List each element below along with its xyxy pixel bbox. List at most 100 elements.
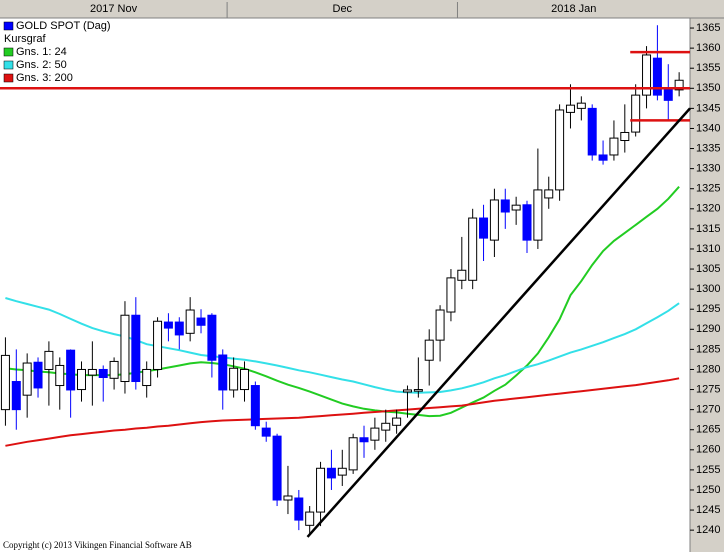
candle-body <box>424 339 434 361</box>
y-tick-label: 1290 <box>696 323 720 335</box>
candle-body <box>250 385 260 427</box>
y-tick-label: 1315 <box>696 223 720 235</box>
y-tick-label: 1340 <box>696 122 720 134</box>
candle-body <box>533 189 543 241</box>
legend-label: Gns. 2: 50 <box>16 59 67 71</box>
candle-body <box>316 467 326 513</box>
y-tick-label: 1300 <box>696 283 720 295</box>
candle-body <box>153 320 163 370</box>
y-tick-label: 1320 <box>696 203 720 215</box>
candle-body <box>479 217 489 239</box>
moving-average-line <box>5 297 680 394</box>
candle-body <box>66 349 76 391</box>
y-tick-label: 1345 <box>696 102 720 114</box>
y-tick-label: 1270 <box>696 404 720 416</box>
candle-body <box>185 309 195 334</box>
candle-body <box>370 427 380 441</box>
y-tick-label: 1295 <box>696 303 720 315</box>
candle-body <box>218 354 228 391</box>
candle-body <box>435 309 445 341</box>
y-tick-label: 1275 <box>696 383 720 395</box>
y-tick-label: 1305 <box>696 263 720 275</box>
y-tick-label: 1260 <box>696 444 720 456</box>
candle-body <box>196 317 206 326</box>
candle-body <box>55 364 65 387</box>
candle-body <box>598 154 608 161</box>
candle-body <box>239 368 249 391</box>
candle-body <box>663 89 673 101</box>
axis-panel <box>690 18 724 552</box>
candle-body <box>511 204 521 211</box>
y-tick-label: 1335 <box>696 142 720 154</box>
candle-body <box>207 314 217 361</box>
candle-body <box>163 321 173 329</box>
candle-body <box>642 54 652 96</box>
y-tick-label: 1360 <box>696 42 720 54</box>
y-tick-label: 1265 <box>696 424 720 436</box>
legend-label: Gns. 1: 24 <box>16 46 67 58</box>
y-tick-label: 1245 <box>696 504 720 516</box>
y-tick-label: 1310 <box>696 243 720 255</box>
candle-body <box>620 131 630 142</box>
y-tick-label: 1330 <box>696 163 720 175</box>
y-tick-label: 1350 <box>696 82 720 94</box>
candle-body <box>631 94 641 133</box>
candle-body <box>468 217 478 281</box>
candle-body <box>261 427 271 437</box>
candle-body <box>576 102 586 109</box>
y-tick-label: 1255 <box>696 464 720 476</box>
candle-body <box>652 57 662 96</box>
legend-label: Gns. 3: 200 <box>16 72 73 84</box>
candle-body <box>544 189 554 199</box>
candle-body <box>446 277 456 313</box>
candle-body <box>11 381 21 411</box>
period-label: 2017 Nov <box>90 3 138 15</box>
y-tick-label: 1365 <box>696 22 720 34</box>
legend-swatch <box>3 47 14 57</box>
candle-body <box>120 314 130 383</box>
candle-body <box>131 314 141 383</box>
candle-body <box>402 389 412 393</box>
legend-swatch <box>3 73 14 83</box>
candle-body <box>305 511 315 526</box>
candle-body <box>522 204 532 241</box>
candle-body <box>0 354 10 411</box>
candle-body <box>457 269 467 281</box>
drawn-line <box>306 107 691 538</box>
candle-body <box>44 350 54 370</box>
candle-body <box>674 79 684 91</box>
candle-body <box>337 467 347 476</box>
candle-body <box>489 199 499 241</box>
period-label: Dec <box>333 3 353 15</box>
y-tick-label: 1355 <box>696 62 720 74</box>
candle-body <box>348 437 358 471</box>
candle-body <box>609 137 619 156</box>
candle-body <box>326 467 336 479</box>
legend-swatch <box>3 21 14 31</box>
candle-body <box>283 495 293 501</box>
candle-body <box>76 368 86 391</box>
y-tick-label: 1325 <box>696 183 720 195</box>
y-tick-label: 1285 <box>696 343 720 355</box>
candle-body <box>87 368 97 376</box>
candle-body <box>229 367 239 391</box>
legend-label: GOLD SPOT (Dag) <box>16 20 111 32</box>
candle-body <box>33 361 43 389</box>
legend-swatch <box>3 60 14 70</box>
candle-body <box>500 199 510 213</box>
candle-body <box>381 422 391 431</box>
candle-body <box>413 389 423 392</box>
moving-average-line <box>5 377 680 447</box>
candle-body <box>587 107 597 156</box>
candle-body <box>565 104 575 113</box>
y-tick-label: 1240 <box>696 524 720 536</box>
candle-body <box>392 417 402 426</box>
candle-body <box>555 109 565 191</box>
candle-body <box>174 321 184 336</box>
y-tick-label: 1250 <box>696 484 720 496</box>
legend-label: Kursgraf <box>4 33 47 45</box>
header-bar <box>0 0 724 18</box>
